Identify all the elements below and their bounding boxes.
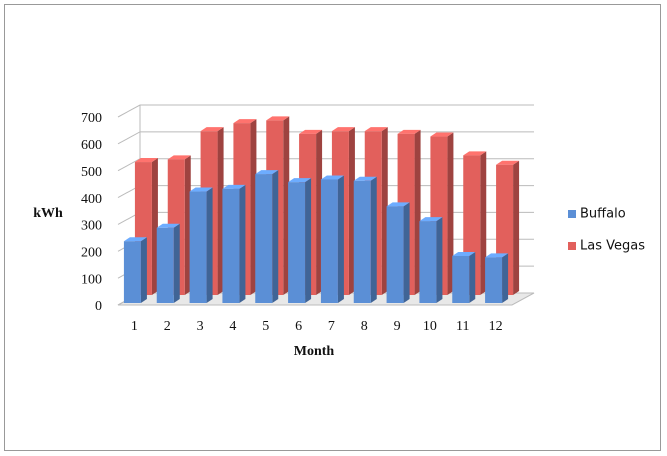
bar-top: [364, 127, 388, 132]
x-tick-label: 12: [489, 319, 503, 334]
bar: [386, 206, 404, 303]
bar-top: [331, 127, 355, 132]
y-tick-label: 500: [81, 165, 102, 180]
bar-top: [299, 129, 323, 134]
bar-top: [463, 151, 487, 156]
bar: [255, 174, 273, 303]
bar-side: [316, 129, 323, 295]
bar-top: [288, 178, 312, 183]
x-tick-label: 8: [361, 319, 368, 334]
bar: [222, 188, 240, 303]
bar-side: [403, 202, 410, 303]
bar: [123, 241, 141, 303]
bar-side: [206, 187, 213, 303]
bar-side: [370, 176, 377, 303]
x-tick-label: 4: [229, 319, 236, 334]
x-tick-label: 5: [262, 319, 269, 334]
bar: [419, 221, 437, 303]
bar-top: [134, 158, 158, 163]
bar-side: [436, 217, 443, 303]
bar: [485, 257, 503, 303]
legend-swatch: [568, 242, 576, 250]
bar: [156, 227, 174, 303]
bar-top: [200, 127, 224, 132]
bar: [452, 256, 470, 303]
bar-side: [337, 175, 344, 303]
bar-side: [283, 116, 290, 295]
bar-side: [414, 129, 421, 295]
legend-swatch: [568, 210, 576, 218]
bar-top: [353, 176, 377, 181]
legend-label: Las Vegas: [580, 239, 645, 254]
x-tick-label: 1: [131, 319, 138, 334]
x-tick-label: 3: [197, 319, 204, 334]
y-axis-title: kWh: [33, 206, 63, 221]
x-tick-label: 6: [295, 319, 302, 334]
bar: [288, 182, 306, 303]
y-tick-label: 700: [81, 111, 102, 126]
bar: [189, 191, 207, 303]
bar-top: [222, 184, 246, 189]
bar-side: [447, 132, 454, 295]
bar-top: [496, 160, 520, 165]
bar-side: [305, 178, 312, 303]
x-tick-label: 10: [423, 319, 437, 334]
bar-top: [430, 132, 454, 137]
bar-side: [480, 151, 487, 295]
y-tick-label: 300: [81, 219, 102, 234]
bar-side: [173, 223, 180, 303]
bar-side: [140, 237, 147, 303]
bar: [353, 180, 371, 303]
x-tick-label: 7: [328, 319, 335, 334]
bar-top: [452, 252, 476, 256]
bar-side: [348, 127, 355, 296]
y-tick-label: 0: [95, 299, 102, 314]
x-axis-title: Month: [294, 344, 335, 359]
bar-top: [320, 175, 344, 180]
grid-line: [117, 131, 534, 145]
bar-top: [397, 129, 421, 134]
bar-side: [217, 127, 224, 296]
x-tick-label: 11: [456, 319, 469, 334]
bar-side: [381, 127, 388, 296]
bar-side: [151, 158, 158, 295]
legend-label: Buffalo: [580, 207, 626, 222]
bar-top: [485, 253, 509, 258]
x-tick-label: 2: [164, 319, 171, 334]
grid-line: [117, 104, 534, 118]
bar-top: [167, 155, 191, 160]
bar-top: [419, 217, 443, 222]
bar-side: [272, 170, 279, 303]
y-tick-label: 600: [81, 138, 102, 153]
bar-side: [469, 252, 476, 303]
y-tick-label: 400: [81, 192, 102, 207]
bar-side: [502, 253, 509, 303]
bar-top: [123, 237, 147, 242]
bar-top: [156, 223, 180, 228]
bar-side: [184, 155, 191, 295]
x-tick-label: 9: [394, 319, 401, 334]
bar-top: [255, 170, 279, 175]
frame: [4, 4, 661, 451]
bar: [320, 179, 338, 303]
bar-side: [250, 119, 257, 295]
bar-side: [513, 160, 520, 295]
y-tick-label: 200: [81, 246, 102, 261]
bar-side: [239, 184, 246, 303]
y-tick-label: 100: [81, 272, 102, 287]
bar-top: [233, 119, 257, 124]
bar-top: [189, 187, 213, 192]
bar-top: [386, 202, 410, 207]
bar-top: [266, 116, 290, 121]
